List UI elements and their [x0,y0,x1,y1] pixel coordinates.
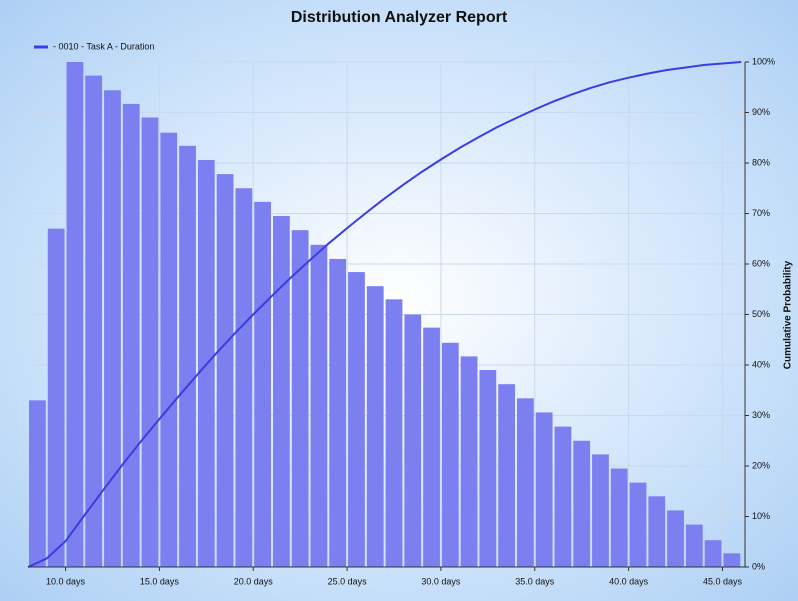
bar [310,244,328,567]
bar [554,426,572,567]
bar [723,553,741,567]
bar [629,482,647,567]
chart-title: Distribution Analyzer Report [291,9,508,26]
x-tick-label: 10.0 days [46,576,86,586]
y2-tick-label: 0% [752,561,765,571]
bar [122,103,140,567]
bar [160,132,178,567]
bar [254,201,272,567]
bar [610,468,628,567]
x-tick-label: 30.0 days [421,576,461,586]
bar [592,454,609,567]
bar [348,272,365,567]
bar [573,440,591,567]
x-tick-label: 40.0 days [609,576,649,586]
bar [423,327,440,567]
bar [273,216,290,567]
x-tick-label: 35.0 days [515,576,555,586]
bar [29,400,46,567]
bar [648,496,666,567]
bar [366,286,384,567]
x-tick-label: 25.0 days [328,576,368,586]
x-tick-label: 20.0 days [234,576,274,586]
bar [404,314,422,567]
bar [479,370,497,567]
y2-tick-label: 60% [752,258,770,268]
bar [104,90,121,567]
cumulative-line [27,61,742,568]
y2-tick-label: 90% [752,107,770,117]
bar [235,188,253,567]
bar [498,384,516,567]
bar [47,228,65,567]
y2-tick-label: 10% [752,511,770,521]
y2-axis-label: Cumulative Probability [783,260,794,369]
y2-tick-label: 50% [752,309,770,319]
bar [291,230,309,568]
bar [460,356,478,567]
bar [329,258,347,567]
x-tick-label: 15.0 days [140,576,180,586]
bar [685,524,703,567]
y2-tick-label: 80% [752,157,770,167]
y2-tick-label: 70% [752,208,770,218]
bar [704,540,722,567]
bar [385,299,403,567]
bar [441,342,459,567]
bar [179,145,196,567]
bar [141,117,159,568]
y2-tick-label: 100% [752,56,775,66]
y2-tick-label: 30% [752,410,770,420]
bar [216,174,234,568]
y2-tick-label: 20% [752,460,770,470]
bar [667,510,684,567]
bar [517,398,534,567]
bar [535,412,553,567]
x-tick-label: 45.0 days [703,576,743,586]
y2-tick-label: 40% [752,359,770,369]
bar [66,62,84,567]
bar [85,75,103,567]
legend-label: - 0010 - Task A - Duration [53,41,154,51]
